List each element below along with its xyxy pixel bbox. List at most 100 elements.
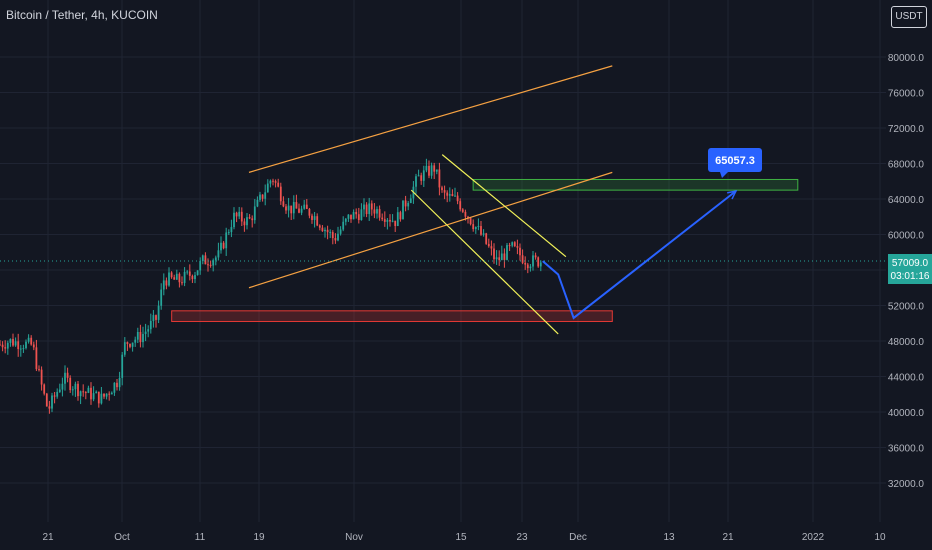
candle-body <box>485 233 488 244</box>
candle-body <box>118 377 121 388</box>
candle-body <box>441 187 443 191</box>
candle-body <box>334 238 337 241</box>
candle-body <box>493 248 495 260</box>
candle-body <box>40 369 43 385</box>
candle-body <box>170 272 173 278</box>
x-tick-label: Dec <box>569 532 587 543</box>
candle-body <box>248 217 251 219</box>
last-price-value: 57009.0 <box>892 258 929 269</box>
candle-body <box>417 175 420 177</box>
y-tick-label: 76000.0 <box>888 89 925 100</box>
candle-body <box>285 206 287 211</box>
candle-body <box>188 271 191 276</box>
candle-body <box>318 225 321 228</box>
candle-body <box>103 393 105 397</box>
candle-body <box>399 212 402 220</box>
candle-body <box>269 180 272 184</box>
candle-body <box>461 209 464 212</box>
candle-body <box>365 204 368 215</box>
y-tick-label: 64000.0 <box>888 195 925 206</box>
y-tick-label: 80000.0 <box>888 53 925 64</box>
candle-body <box>394 220 397 227</box>
y-tick-label: 60000.0 <box>888 231 925 242</box>
candle-body <box>87 387 90 393</box>
candle-body <box>110 392 113 395</box>
candle-body <box>90 387 92 400</box>
y-tick-label: 40000.0 <box>888 408 925 419</box>
candle-body <box>295 202 298 209</box>
candle-body <box>191 275 194 280</box>
candle-body <box>277 182 280 187</box>
candle-body <box>108 393 111 395</box>
candle-body <box>495 257 498 260</box>
candle-body <box>513 242 516 247</box>
candle-body <box>337 233 339 241</box>
currency-button[interactable]: USDT <box>891 6 927 28</box>
y-tick-label: 68000.0 <box>888 160 925 171</box>
candle-body <box>129 343 131 347</box>
candle-body <box>313 216 316 220</box>
candle-body <box>0 344 1 346</box>
x-tick-label: 11 <box>195 532 206 543</box>
candle-body <box>181 282 183 284</box>
candle-body <box>355 211 358 215</box>
yellow-channel-upper <box>441 154 567 258</box>
x-tick-label: 10 <box>874 532 886 543</box>
candle-body <box>511 242 514 246</box>
candle-body <box>175 273 178 280</box>
candle-body <box>272 180 274 182</box>
candle-body <box>282 201 285 207</box>
candle-body <box>253 206 256 221</box>
candle-body <box>105 393 108 397</box>
candle-body <box>209 264 212 266</box>
candle-body <box>256 199 259 207</box>
candle-body <box>14 341 17 346</box>
candle-body <box>126 342 129 344</box>
candle-body <box>339 229 342 234</box>
last-price-tag: 57009.0 03:01:16 <box>888 254 932 284</box>
x-tick-label: 19 <box>253 532 265 543</box>
candle-body <box>25 341 27 349</box>
candle-body <box>160 289 163 306</box>
candle-body <box>74 383 77 390</box>
candle-body <box>490 246 493 249</box>
countdown-timer: 03:01:16 <box>891 271 930 282</box>
candle-body <box>524 262 527 265</box>
price-axis[interactable]: 32000.0 36000.0 40000.0 44000.0 48000.0 52000… <box>888 53 925 490</box>
candle-body <box>368 203 371 215</box>
symbol-title: Bitcoin / Tether, 4h, KUCOIN <box>6 8 158 22</box>
candle-body <box>66 372 69 378</box>
candle-body <box>38 369 40 371</box>
candle-body <box>308 208 311 216</box>
candle-body <box>292 202 295 214</box>
candles <box>0 158 542 414</box>
candle-body <box>142 334 144 343</box>
candle-body <box>347 214 350 219</box>
candle-body <box>134 339 137 343</box>
candle-body <box>287 205 290 211</box>
candle-body <box>521 255 524 263</box>
candle-body <box>230 227 233 233</box>
candle-body <box>383 219 386 222</box>
candle-body <box>433 165 436 172</box>
candle-body <box>363 204 365 210</box>
candle-body <box>539 262 542 267</box>
candle-body <box>350 214 352 220</box>
candle-body <box>77 383 79 397</box>
candle-body <box>222 242 225 249</box>
candle-body <box>534 255 537 258</box>
candle-body <box>4 347 7 349</box>
candle-body <box>121 354 124 378</box>
candle-body <box>456 195 459 202</box>
y-tick-label: 32000.0 <box>888 479 925 490</box>
time-axis[interactable]: 21 Oct 11 19 Nov 15 23 Dec 13 21 2022 10 <box>42 532 886 543</box>
candle-body <box>19 348 22 350</box>
candle-body <box>147 329 150 332</box>
candle-body <box>474 226 477 230</box>
zones <box>171 178 799 322</box>
candle-body <box>178 273 181 283</box>
candle-body <box>448 194 451 196</box>
candle-body <box>376 209 378 214</box>
candle-body <box>446 192 449 196</box>
